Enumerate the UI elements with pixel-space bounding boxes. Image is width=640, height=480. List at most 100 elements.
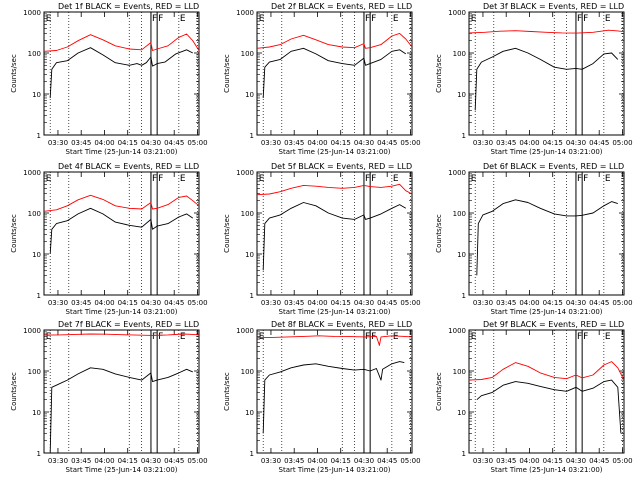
- y-tick-label: 1000: [23, 9, 41, 17]
- marker-label-e: E: [471, 174, 477, 184]
- y-axis-label: Counts/sec: [435, 54, 443, 93]
- y-tick-label: 1000: [236, 169, 254, 177]
- y-tick-label: 1: [37, 132, 41, 140]
- x-tick-label: 03:30: [261, 457, 281, 465]
- y-tick-label: 10: [32, 251, 41, 259]
- y-tick-label: 10: [457, 409, 466, 417]
- series-events: [49, 207, 194, 255]
- y-tick-label: 10: [32, 409, 41, 417]
- marker-label-e: E: [259, 14, 265, 24]
- y-tick-label: 10: [457, 251, 466, 259]
- y-tick-label: 100: [241, 368, 254, 376]
- x-tick-label: 04:15: [543, 299, 563, 307]
- series-events: [49, 47, 194, 99]
- x-tick-label: 03:30: [48, 139, 68, 147]
- series-events: [476, 379, 622, 434]
- y-axis-label: Counts/sec: [10, 54, 18, 93]
- x-axis-label: Start Time (25-Jun-14 03:21:00): [491, 148, 603, 156]
- x-tick-label: 04:30: [354, 139, 374, 147]
- x-tick-label: 03:45: [284, 299, 304, 307]
- y-tick-label: 1: [250, 292, 254, 300]
- x-tick-label: 04:30: [566, 139, 586, 147]
- x-tick-label: 04:30: [566, 457, 586, 465]
- x-axis-label: Start Time (25-Jun-14 03:21:00): [491, 308, 603, 316]
- panel-title: Det 5f BLACK = Events, RED = LLD: [271, 162, 412, 171]
- plot-frame: [43, 329, 200, 454]
- y-tick-label: 1000: [23, 169, 41, 177]
- x-axis-label: Start Time (25-Jun-14 03:21:00): [491, 466, 603, 474]
- x-tick-label: 05:00: [187, 457, 207, 465]
- y-tick-label: 1: [462, 292, 466, 300]
- x-tick-label: 04:30: [354, 299, 374, 307]
- x-tick-label: 05:00: [612, 457, 632, 465]
- marker-label-e: E: [46, 174, 52, 184]
- panel-title: Det 7f BLACK = Events, RED = LLD: [58, 320, 199, 329]
- x-tick-label: 04:45: [377, 139, 397, 147]
- marker-label-f: F: [583, 332, 588, 342]
- x-tick-label: 03:45: [71, 139, 91, 147]
- marker-label-f: F: [158, 14, 163, 24]
- x-tick-label: 04:30: [354, 457, 374, 465]
- plot-frame: [468, 171, 625, 296]
- marker-label-f: F: [158, 174, 163, 184]
- x-tick-label: 03:45: [71, 299, 91, 307]
- x-tick-label: 03:30: [473, 299, 493, 307]
- x-tick-label: 04:45: [164, 457, 184, 465]
- x-tick-label: 03:45: [496, 299, 516, 307]
- x-axis-label: Start Time (25-Jun-14 03:21:00): [279, 148, 391, 156]
- x-tick-label: 04:00: [307, 139, 327, 147]
- series-events: [49, 367, 193, 454]
- panel-title: Det 6f BLACK = Events, RED = LLD: [483, 162, 624, 171]
- series-lld: [256, 183, 413, 196]
- x-tick-label: 04:30: [141, 457, 161, 465]
- panel-1: Det 1f BLACK = Events, RED = LLD 1 10 100 10…: [10, 2, 208, 156]
- x-tick-label: 04:45: [589, 457, 609, 465]
- series-lld: [43, 333, 200, 336]
- marker-label-e: E: [605, 14, 611, 24]
- panel-title: Det 9f BLACK = Events, RED = LLD: [483, 320, 624, 329]
- panel-title: Det 3f BLACK = Events, RED = LLD: [483, 2, 624, 11]
- marker-label-f: F: [365, 174, 370, 184]
- x-tick-label: 03:45: [496, 457, 516, 465]
- x-tick-label: 04:15: [118, 139, 138, 147]
- panel-3: Det 3f BLACK = Events, RED = LLD 1 10 100 10…: [435, 2, 633, 156]
- x-tick-label: 05:00: [400, 139, 420, 147]
- x-tick-label: 04:00: [519, 299, 539, 307]
- x-tick-label: 04:00: [94, 299, 114, 307]
- x-tick-label: 04:00: [519, 457, 539, 465]
- y-axis-label: Counts/sec: [435, 214, 443, 253]
- marker-label-f: F: [371, 174, 376, 184]
- marker-label-e: E: [393, 332, 399, 342]
- y-axis-label: Counts/sec: [435, 372, 443, 411]
- x-tick-label: 04:15: [331, 457, 351, 465]
- marker-label-f: F: [371, 14, 376, 24]
- x-tick-label: 04:00: [94, 457, 114, 465]
- x-tick-label: 04:00: [307, 299, 327, 307]
- plot-frame: [43, 11, 200, 136]
- marker-label-f: F: [577, 332, 582, 342]
- plot-frame: [468, 329, 625, 454]
- x-tick-label: 05:00: [187, 299, 207, 307]
- y-tick-label: 100: [453, 210, 466, 218]
- x-axis-label: Start Time (25-Jun-14 03:21:00): [66, 148, 178, 156]
- marker-label-f: F: [365, 14, 370, 24]
- x-tick-label: 03:30: [261, 139, 281, 147]
- marker-label-f: F: [152, 174, 157, 184]
- marker-label-e: E: [180, 332, 186, 342]
- y-tick-label: 100: [241, 210, 254, 218]
- x-tick-label: 03:30: [261, 299, 281, 307]
- x-tick-label: 04:15: [331, 139, 351, 147]
- y-axis-label: Counts/sec: [223, 372, 231, 411]
- y-axis-label: Counts/sec: [223, 214, 231, 253]
- x-tick-label: 04:45: [377, 299, 397, 307]
- panel-6: Det 6f BLACK = Events, RED = LLD 1 10 100 10…: [435, 162, 633, 316]
- plot-frame: [256, 171, 413, 296]
- panel-8: Det 8f BLACK = Events, RED = LLD 1 10 100 10…: [223, 320, 421, 474]
- marker-label-f: F: [577, 174, 582, 184]
- y-tick-label: 10: [245, 251, 254, 259]
- y-tick-label: 10: [245, 409, 254, 417]
- x-axis-label: Start Time (25-Jun-14 03:21:00): [66, 466, 178, 474]
- y-tick-label: 1: [462, 132, 466, 140]
- series-events: [476, 199, 618, 276]
- y-tick-label: 1000: [236, 327, 254, 335]
